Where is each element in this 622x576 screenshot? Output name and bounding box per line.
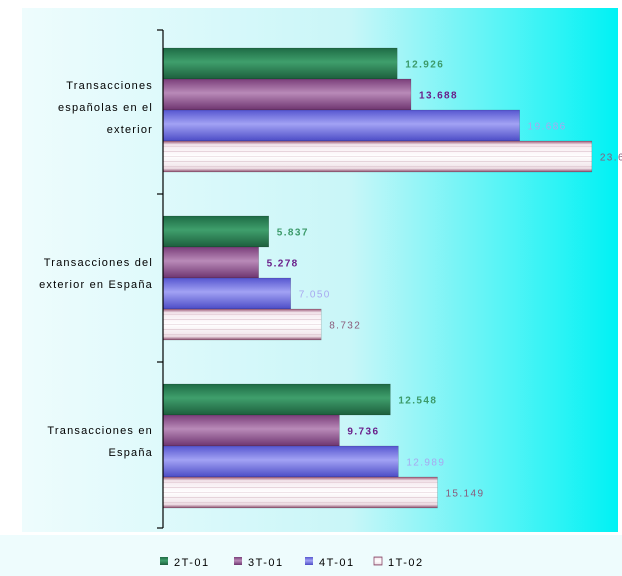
bars-layer: [162, 47, 593, 509]
legend-swatch: [234, 557, 242, 565]
legend-label: 2T-01: [174, 557, 210, 569]
value-label: 8.732: [329, 321, 361, 332]
value-labels-layer: 12.926 5.837 12.548 13.688 5.278 9.736 19.686 7…: [267, 60, 622, 500]
category-label-line: Transacciones en: [47, 425, 153, 437]
value-label: 12.548: [398, 396, 437, 407]
category-label-2: Transacciones en España: [47, 425, 153, 459]
value-label: 13.688: [419, 91, 458, 102]
value-label: 5.837: [277, 228, 309, 239]
legend-swatch: [373, 556, 383, 566]
legend-label: 1T-02: [388, 557, 424, 569]
bar-fill: [163, 110, 520, 141]
bar-4T-01-0: [162, 109, 520, 142]
legend-label: 4T-01: [319, 557, 355, 569]
legend-item-1T-02: 1T-02: [373, 556, 424, 569]
category-label-1: Transacciones del exterior en España: [39, 257, 153, 291]
bar-4T-01-2: [162, 445, 399, 478]
bar-3T-01-1: [162, 246, 259, 279]
value-label: 12.989: [406, 458, 445, 469]
value-label: 19.686: [528, 122, 567, 133]
bar-fill: [163, 48, 398, 79]
bar-fill: [163, 446, 399, 477]
category-label-line: españolas en el: [58, 102, 153, 114]
category-label-line: exterior: [107, 124, 153, 136]
legend-label: 3T-01: [248, 557, 284, 569]
bar-2T-01-0: [162, 47, 398, 80]
bar-1T-02-0: [162, 140, 593, 173]
category-label-line: Transacciones: [66, 80, 153, 92]
bar-fill: [163, 79, 411, 110]
bar-3T-01-0: [162, 78, 412, 111]
legend-item-2T-01: 2T-01: [160, 557, 210, 569]
category-label-line: Transacciones del: [44, 257, 153, 269]
value-label: 12.926: [405, 60, 444, 71]
bar-fill: [163, 216, 269, 247]
legend-swatch: [160, 557, 168, 565]
bar-fill: [163, 309, 322, 340]
category-axis: [157, 29, 164, 529]
value-label: 7.050: [299, 290, 331, 301]
category-label-line: exterior en España: [39, 279, 153, 291]
legend-item-4T-01: 4T-01: [305, 557, 355, 569]
bar-fill: [163, 247, 259, 278]
legend-item-3T-01: 3T-01: [234, 557, 284, 569]
bar-1T-02-2: [162, 476, 438, 509]
bar-fill: [163, 415, 340, 446]
value-label: 9.736: [347, 427, 379, 438]
legend: 2T-01 3T-01 4T-01 1T-02: [160, 556, 424, 569]
bar-2T-01-1: [162, 215, 270, 248]
bar-4T-01-1: [162, 277, 291, 310]
bar-fill: [163, 278, 291, 309]
bar-2T-01-2: [162, 383, 391, 416]
bar-3T-01-2: [162, 414, 340, 447]
value-label: 15.149: [445, 489, 484, 500]
legend-swatch: [305, 557, 313, 565]
legend-band: [0, 535, 622, 576]
bar-fill: [163, 384, 391, 415]
value-label: 23.67: [600, 153, 622, 164]
category-label-line: España: [108, 447, 153, 459]
bar-1T-02-1: [162, 308, 322, 341]
bar-fill: [163, 141, 592, 172]
bar-fill: [163, 477, 438, 508]
category-label-0: Transacciones españolas en el exterior: [58, 80, 153, 136]
value-label: 5.278: [267, 259, 299, 270]
